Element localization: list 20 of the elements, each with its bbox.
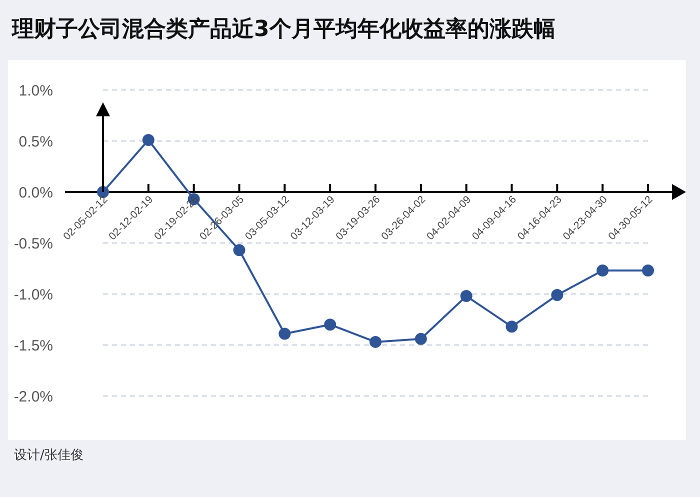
point bbox=[370, 336, 382, 348]
point bbox=[551, 289, 564, 302]
point bbox=[233, 244, 246, 256]
point bbox=[142, 134, 154, 146]
point bbox=[278, 328, 291, 340]
point bbox=[596, 264, 609, 277]
y-tick-label: -1.5% bbox=[14, 337, 53, 354]
y-tick-label: -2.0% bbox=[14, 388, 53, 406]
y-tick-label: -1.0% bbox=[14, 286, 53, 304]
point bbox=[460, 290, 472, 302]
point bbox=[506, 320, 518, 333]
y-tick-label: 1.0% bbox=[18, 82, 53, 100]
text: 设计/张佳俊 bbox=[14, 447, 84, 464]
y-tick-label: 0.0% bbox=[18, 184, 53, 202]
point bbox=[414, 332, 427, 345]
chart-title: 理财子公司混合类产品近3个月平均年化收益率的涨跌幅 bbox=[12, 16, 556, 44]
point bbox=[324, 318, 336, 331]
y-tick-label: 0.5% bbox=[18, 133, 53, 150]
point bbox=[642, 264, 654, 277]
y-tick-label: -0.5% bbox=[14, 235, 53, 252]
